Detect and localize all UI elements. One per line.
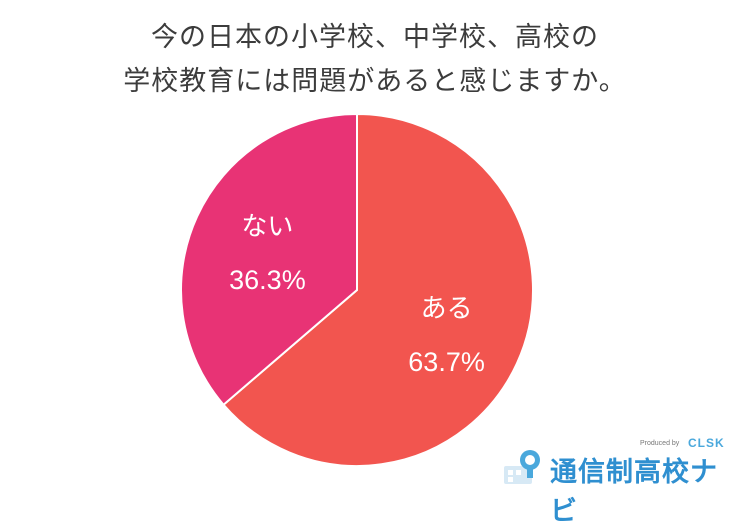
chart-title-line-2: 学校教育には問題があると感じますか。 <box>123 66 627 97</box>
pie-slice-2 <box>180 112 358 407</box>
logo-name: 通信制高校ナビ <box>550 457 718 527</box>
slice-label-2: ない <box>241 212 293 242</box>
pie-slice-1 <box>222 112 534 467</box>
slice-value-1: 63.7% <box>408 347 485 377</box>
slice-label-1: ある <box>421 294 473 324</box>
logo-brand: CLSK <box>688 436 725 450</box>
school-building-icon <box>504 450 540 484</box>
pie-chart: ある 63.7% ない 36.3% <box>180 112 534 467</box>
site-logo: Produced by CLSK 通信制高校ナビ <box>500 436 745 527</box>
chart-title-line-1: 今の日本の小学校、中学校、高校の <box>151 22 599 53</box>
chart-title: 今の日本の小学校、中学校、高校の 学校教育には問題があると感じますか。 <box>0 16 750 104</box>
logo-produced-by: Produced by <box>640 440 680 447</box>
slice-value-2: 36.3% <box>229 265 306 295</box>
